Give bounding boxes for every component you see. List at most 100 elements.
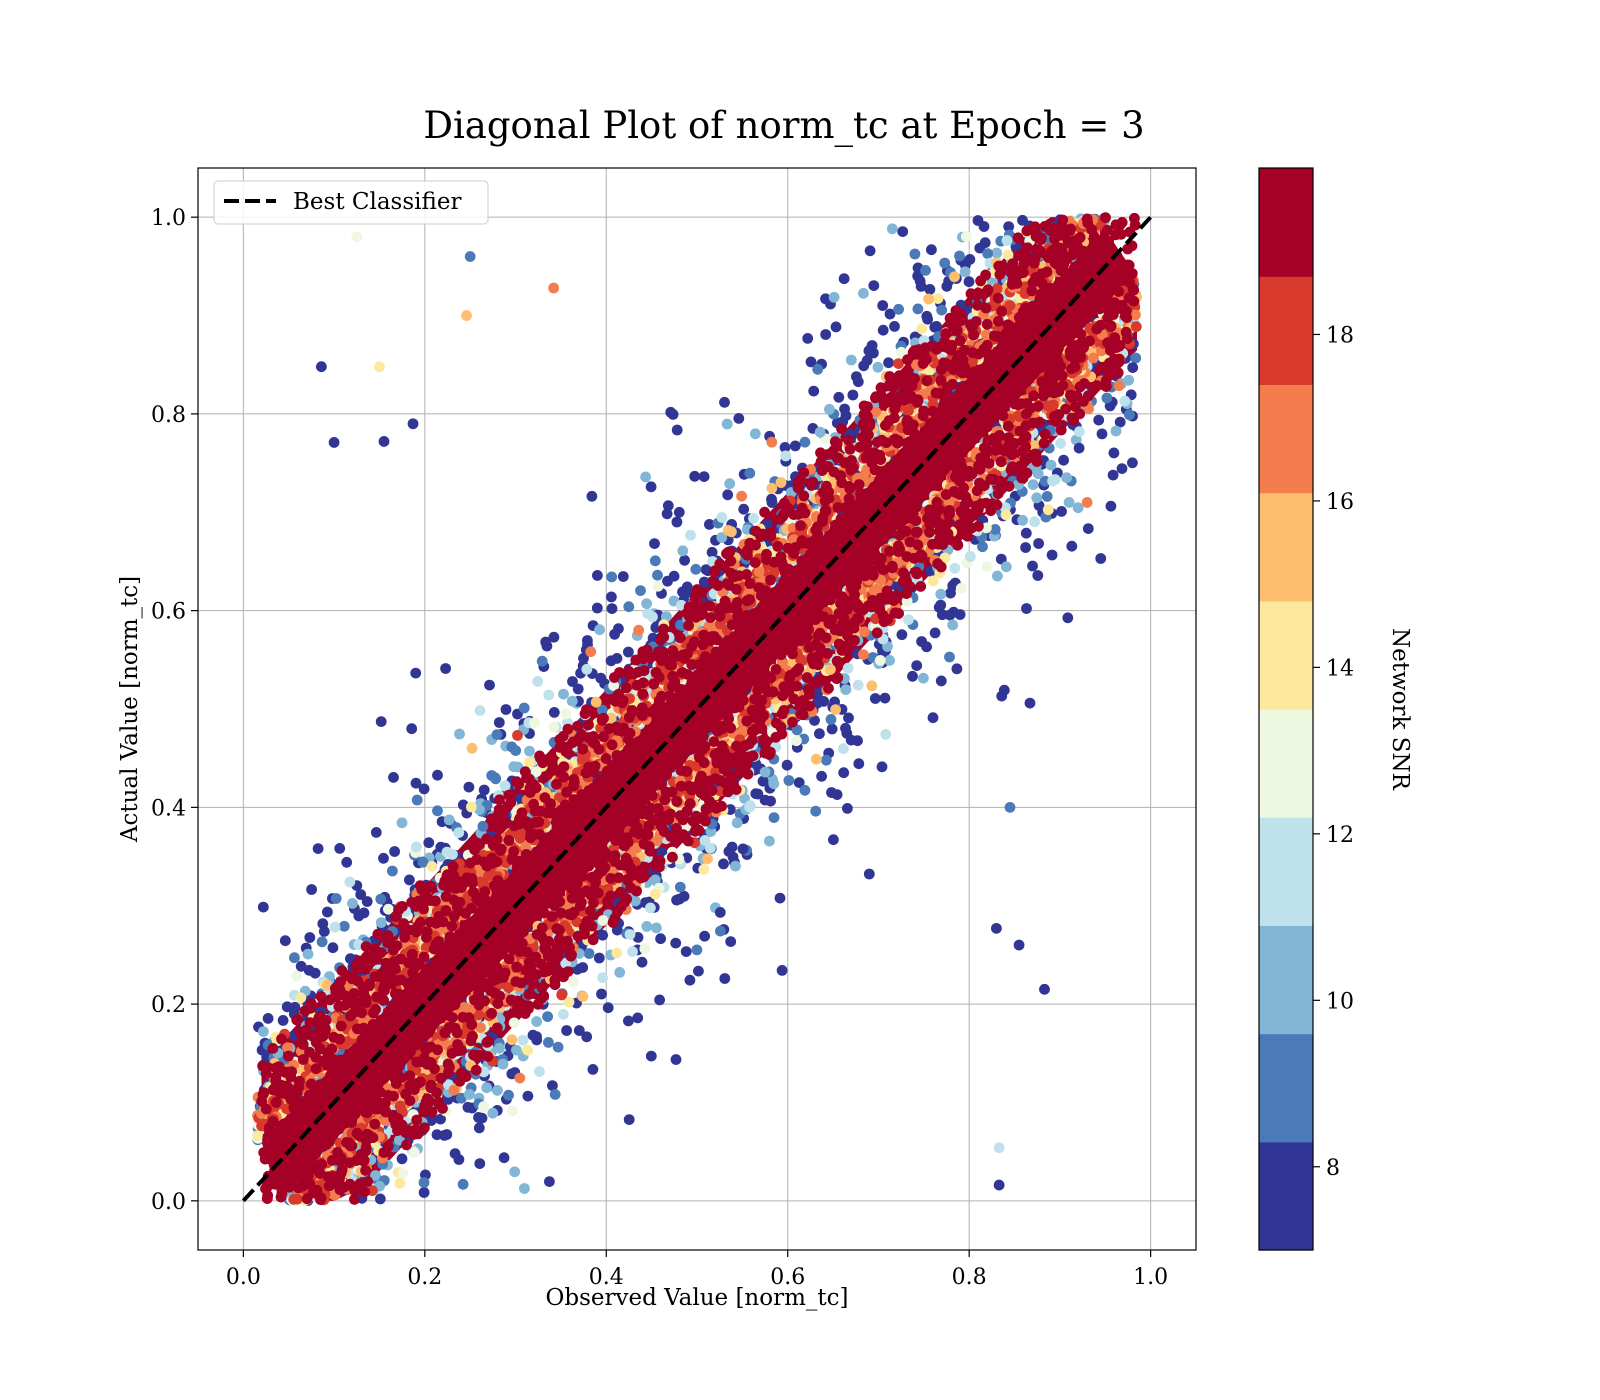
scatter-point bbox=[423, 837, 435, 849]
scatter-point bbox=[532, 676, 544, 687]
scatter-point bbox=[845, 354, 857, 366]
scatter-point bbox=[1000, 561, 1012, 573]
scatter-point bbox=[820, 293, 831, 305]
scatter-point bbox=[540, 636, 552, 648]
scatter-point bbox=[920, 265, 931, 276]
scatter-point bbox=[912, 303, 924, 315]
scatter-point bbox=[375, 917, 387, 928]
scatter-point bbox=[791, 735, 802, 747]
scatter-point bbox=[749, 428, 761, 440]
scatter-point bbox=[404, 874, 415, 886]
scatter-point bbox=[605, 655, 617, 667]
scatter-point bbox=[623, 646, 634, 658]
scatter-point bbox=[654, 994, 665, 1006]
scatter-point bbox=[567, 676, 578, 687]
scatter-point bbox=[594, 624, 605, 636]
scatter-point bbox=[671, 516, 683, 528]
scatter-point bbox=[924, 284, 936, 295]
scatter-point bbox=[543, 689, 555, 701]
scatter-point bbox=[949, 562, 961, 574]
scatter-point bbox=[667, 409, 679, 420]
scatter-point bbox=[677, 586, 688, 598]
scatter-point bbox=[645, 481, 657, 493]
scatter-point bbox=[591, 602, 603, 614]
scatter-point bbox=[408, 1147, 420, 1158]
scatter-point bbox=[508, 1017, 520, 1029]
scatter-point bbox=[1041, 491, 1053, 502]
scatter-point bbox=[476, 1112, 488, 1124]
scatter-point bbox=[529, 717, 541, 729]
scatter-point bbox=[411, 794, 423, 806]
scatter-point bbox=[606, 591, 617, 603]
scatter-point bbox=[922, 313, 933, 325]
scatter-point bbox=[572, 683, 584, 695]
scatter-point bbox=[410, 777, 422, 789]
plot-area bbox=[197, 167, 1197, 1251]
scatter-point bbox=[568, 976, 579, 988]
scatter-point bbox=[852, 376, 864, 388]
scatter-point bbox=[518, 702, 530, 714]
scatter-point bbox=[738, 503, 750, 515]
scatter-point bbox=[432, 805, 443, 817]
scatter-point bbox=[724, 478, 736, 490]
scatter-point bbox=[706, 546, 718, 558]
scatter-point bbox=[474, 705, 486, 716]
scatter-point bbox=[548, 631, 560, 643]
scatter-point bbox=[548, 721, 560, 733]
scatter-point bbox=[635, 585, 646, 596]
scatter-point bbox=[477, 820, 489, 832]
scatter-point bbox=[322, 906, 333, 918]
scatter-point bbox=[606, 571, 618, 583]
scatter-point bbox=[718, 858, 729, 870]
scatter-point bbox=[893, 303, 904, 315]
scatter-point bbox=[258, 1026, 269, 1037]
scatter-point bbox=[375, 893, 387, 905]
scatter-point bbox=[281, 1001, 293, 1013]
scatter-point bbox=[406, 723, 418, 735]
scatter-point bbox=[858, 360, 870, 372]
scatter-point bbox=[693, 965, 704, 977]
scatter-point bbox=[719, 396, 730, 408]
scatter-points bbox=[252, 212, 1142, 1206]
scatter-point bbox=[1063, 497, 1075, 508]
scatter-point bbox=[341, 856, 353, 868]
scatter-point bbox=[506, 741, 518, 753]
scatter-point bbox=[838, 273, 850, 285]
scatter-point bbox=[869, 693, 881, 704]
scatter-point bbox=[759, 794, 771, 806]
scatter-point bbox=[295, 960, 307, 972]
scatter-point bbox=[277, 1015, 289, 1026]
scatter-point bbox=[652, 580, 664, 592]
scatter-point bbox=[432, 769, 443, 781]
scatter-point bbox=[613, 623, 624, 635]
scatter-point bbox=[549, 1089, 561, 1100]
scatter-point bbox=[474, 1158, 486, 1169]
scatter-point bbox=[678, 890, 690, 902]
scatter-point bbox=[1031, 492, 1043, 504]
scatter-point bbox=[596, 988, 607, 1000]
scatter-point bbox=[358, 907, 370, 919]
scatter-point bbox=[1062, 612, 1074, 624]
scatter-point bbox=[721, 418, 733, 430]
scatter-point bbox=[680, 946, 692, 957]
scatter-point bbox=[1107, 469, 1119, 481]
scatter-point bbox=[779, 442, 791, 453]
scatter-point bbox=[825, 714, 837, 725]
scatter-point bbox=[602, 1002, 614, 1014]
scatter-point bbox=[839, 403, 850, 415]
scatter-point bbox=[972, 215, 984, 226]
scatter-point bbox=[378, 852, 389, 864]
scatter-point bbox=[627, 946, 638, 957]
scatter-point bbox=[1066, 540, 1078, 552]
scatter-point bbox=[498, 1152, 510, 1164]
scatter-point bbox=[522, 1044, 533, 1056]
scatter-point bbox=[463, 781, 475, 793]
scatter-point bbox=[1127, 457, 1138, 469]
scatter-point bbox=[312, 843, 324, 854]
scatter-point bbox=[998, 684, 1010, 696]
scatter-point bbox=[647, 611, 658, 623]
scatter-point bbox=[1056, 506, 1067, 517]
scatter-point bbox=[995, 553, 1007, 565]
scatter-point bbox=[810, 805, 822, 817]
scatter-point bbox=[1032, 468, 1044, 480]
